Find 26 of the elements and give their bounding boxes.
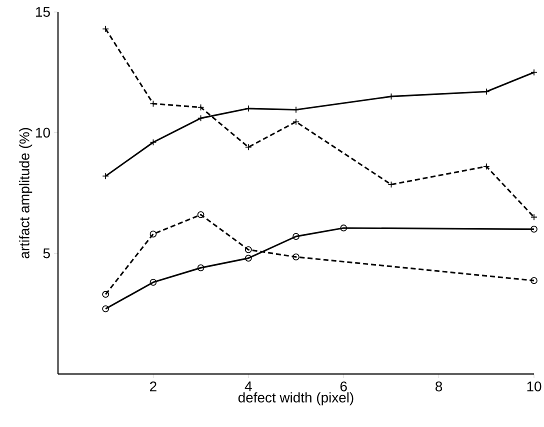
x-tick-label: 4 (244, 382, 252, 392)
x-axis-title: defect width (pixel) (238, 392, 354, 406)
point (530, 226, 538, 233)
point (340, 224, 348, 232)
point (150, 278, 157, 286)
y-tick-label: 15 (36, 7, 50, 17)
point (150, 230, 157, 238)
y-tick-label: 10 (36, 128, 50, 138)
y-tick-label: 5 (43, 248, 50, 258)
point (244, 144, 252, 151)
point (197, 264, 204, 272)
x-tick-label: 8 (436, 381, 442, 392)
point (530, 277, 538, 284)
point (102, 305, 110, 312)
point (292, 254, 300, 260)
point (244, 246, 252, 254)
x-tick-label: 6 (340, 381, 347, 392)
point (102, 290, 110, 298)
point (197, 104, 204, 111)
x-tick-label: 10 (527, 381, 542, 392)
point (244, 254, 252, 262)
y-axis-title: artifact amplitude (%) (19, 128, 32, 258)
point (530, 214, 538, 221)
point (197, 211, 204, 218)
x-tick-label: 2 (150, 381, 156, 392)
point (292, 233, 300, 240)
